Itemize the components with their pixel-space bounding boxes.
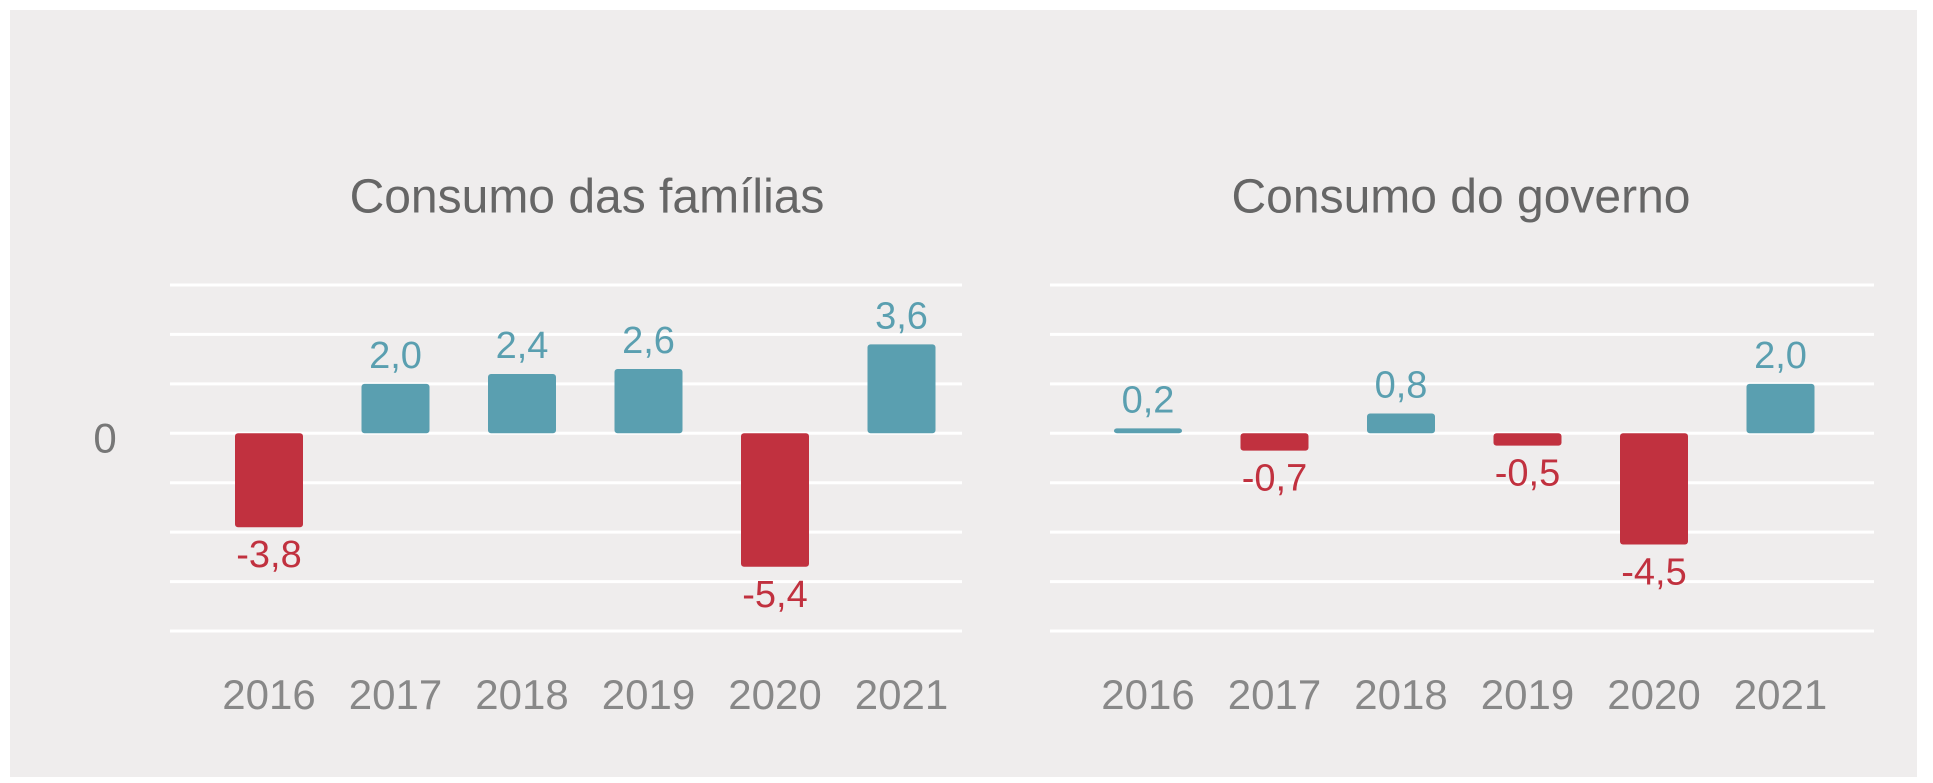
value-label: 2,0 <box>1754 335 1807 377</box>
x-tick-label: 2016 <box>1101 671 1194 718</box>
chart-title: Consumo do governo <box>1232 171 1691 224</box>
x-tick-label: 2018 <box>1354 671 1447 718</box>
value-label: 2,4 <box>496 325 549 367</box>
chart-title: Consumo das famílias <box>350 171 825 224</box>
x-tick-label: 2020 <box>728 671 821 718</box>
value-label: 0,2 <box>1122 379 1175 421</box>
x-tick-label: 2019 <box>602 671 695 718</box>
bar <box>1746 383 1815 434</box>
x-tick-label: 2017 <box>1228 671 1321 718</box>
panel <box>10 10 1917 777</box>
x-tick-label: 2017 <box>349 671 442 718</box>
x-tick-label: 2018 <box>475 671 568 718</box>
value-label: -0,7 <box>1242 458 1307 500</box>
value-label: -3,8 <box>236 534 301 576</box>
x-tick-label: 2021 <box>855 671 948 718</box>
value-label: 2,6 <box>622 320 675 362</box>
x-tick-label: 2021 <box>1734 671 1827 718</box>
value-label: 0,8 <box>1375 365 1428 407</box>
bar <box>1240 433 1309 451</box>
x-tick-label: 2019 <box>1481 671 1574 718</box>
bar <box>1114 428 1182 434</box>
value-label: -4,5 <box>1621 552 1686 594</box>
bar <box>867 344 936 434</box>
y-tick-label: 0 <box>93 414 116 461</box>
value-label: -0,5 <box>1495 453 1560 495</box>
x-tick-label: 2020 <box>1607 671 1700 718</box>
bar <box>741 433 809 567</box>
value-label: -5,4 <box>742 574 807 616</box>
bar <box>235 433 303 528</box>
bar <box>1493 433 1562 446</box>
value-label: 3,6 <box>875 295 928 337</box>
bar <box>361 383 430 434</box>
value-label: 2,0 <box>369 335 422 377</box>
bar <box>1620 433 1688 545</box>
bar <box>1367 413 1435 434</box>
bar <box>614 369 683 434</box>
bar <box>488 373 556 434</box>
x-tick-label: 2016 <box>222 671 315 718</box>
